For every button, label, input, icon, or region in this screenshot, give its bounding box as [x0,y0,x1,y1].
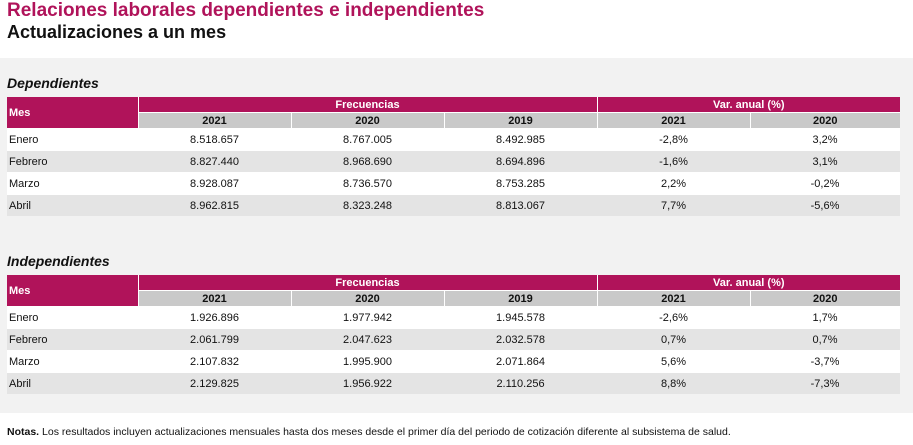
section-title: Independientes [7,253,110,269]
table-cell: -0,2% [750,172,900,195]
table-cell: 1.945.578 [444,306,597,329]
table-cell: 8.492.985 [444,128,597,151]
table-cell: 8.813.067 [444,194,597,216]
table-cell: 8.518.657 [138,128,291,151]
year-cell: 2021 [137,290,291,307]
table-row: Febrero 2.061.799 2.047.623 2.032.578 0,7% 0,… [7,328,900,351]
table-cell: 2,2% [597,172,750,195]
header-row: 2021 2020 2019 2021 2020 [7,290,900,307]
table-cell: 8.968.690 [291,150,444,173]
table-cell: -2,6% [597,306,750,329]
year-cell: 2020 [290,290,444,307]
table-body: Enero 8.518.657 8.767.005 8.492.985 -2,8% 3,2… [7,128,900,216]
year-cell: 2021 [596,112,750,129]
table-cell: Enero [7,306,138,329]
header-cell: Frecuencias [137,275,597,291]
table-cell: Abril [7,194,138,216]
table-cell: Abril [7,372,138,394]
table-cell: 1.977.942 [291,306,444,329]
table-cell: 0,7% [750,328,900,351]
table-cell: 8.323.248 [291,194,444,216]
subtitle: Actualizaciones a un mes [7,22,227,42]
table-cell: -1,6% [597,150,750,173]
table-cell: Enero [7,128,138,151]
header-row: Mes Frecuencias Var. anual (%) [7,97,900,129]
table-row: Enero 8.518.657 8.767.005 8.492.985 -2,8% 3,2… [7,128,900,151]
header-cell: Mes [7,97,138,129]
year-cell: 2021 [596,290,750,307]
section: Independientes Mes Frecuencias Var. anual (… [7,253,900,394]
table-cell: 3,2% [750,128,900,151]
table-cell: 2.107.832 [138,350,291,373]
header-row: 2021 2020 2019 2021 2020 [7,112,900,129]
table-cell: 0,7% [597,328,750,351]
table-cell: 1.956.922 [291,372,444,394]
table-cell: 2.047.623 [291,328,444,351]
header-cell: Var. anual (%) [596,275,900,291]
year-cell: 2019 [443,290,597,307]
notes-label: Notas. [7,426,40,438]
year-cell: 2020 [749,112,900,129]
table-cell: 3,1% [750,150,900,173]
table-cell: 8.962.815 [138,194,291,216]
year-cell: 2020 [749,290,900,307]
year-cell: 2021 [137,112,291,129]
table-cell: 1.995.900 [291,350,444,373]
table-row: Febrero 8.827.440 8.968.690 8.694.896 -1,6% 3… [7,150,900,173]
header-row: Mes Frecuencias Var. anual (%) [7,275,900,307]
table-row: Abril 2.129.825 1.956.922 2.110.256 8,8% -7,3… [7,372,900,394]
table-row: Enero 1.926.896 1.977.942 1.945.578 -2,6% 1,7… [7,306,900,329]
table: Mes Frecuencias Var. anual (%) 2021 2020 2019… [7,275,900,394]
table-cell: Febrero [7,328,138,351]
table-cell: Marzo [7,172,138,195]
year-cell: 2019 [443,112,597,129]
table-row: Marzo 8.928.087 8.736.570 8.753.285 2,2% -0,2… [7,172,900,195]
table-cell: Febrero [7,150,138,173]
table-cell: 8.753.285 [444,172,597,195]
table-cell: 8.694.896 [444,150,597,173]
table-cell: 1.926.896 [138,306,291,329]
notes-text: Los resultados incluyen actualizaciones … [42,426,731,438]
table-cell: 8.827.440 [138,150,291,173]
table-cell: 1,7% [750,306,900,329]
table-cell: 2.061.799 [138,328,291,351]
table-cell: 8.736.570 [291,172,444,195]
header-cell: Mes [7,275,138,307]
table-cell: -2,8% [597,128,750,151]
notes: Notas. Los resultados incluyen actualiza… [7,426,731,438]
table: Mes Frecuencias Var. anual (%) 2021 2020 2019… [7,97,900,216]
table-cell: 2.071.864 [444,350,597,373]
table-cell: 8.928.087 [138,172,291,195]
table-cell: 5,6% [597,350,750,373]
section-title: Dependientes [7,75,99,91]
year-cell: 2020 [290,112,444,129]
table-cell: Marzo [7,350,138,373]
table-body: Enero 1.926.896 1.977.942 1.945.578 -2,6% 1,7… [7,306,900,394]
section: Dependientes Mes Frecuencias Var. anual (%)… [7,75,900,216]
title: Relaciones laborales dependientes e inde… [7,0,485,21]
table-cell: 7,7% [597,194,750,216]
table-cell: -3,7% [750,350,900,373]
header-cell: Frecuencias [137,97,597,113]
table-cell: 2.032.578 [444,328,597,351]
table-cell: 2.110.256 [444,372,597,394]
table-cell: 2.129.825 [138,372,291,394]
header-cell: Var. anual (%) [596,97,900,113]
table-cell: -7,3% [750,372,900,394]
table-row: Marzo 2.107.832 1.995.900 2.071.864 5,6% -3,7… [7,350,900,373]
table-cell: 8.767.005 [291,128,444,151]
table-cell: 8,8% [597,372,750,394]
table-row: Abril 8.962.815 8.323.248 8.813.067 7,7% -5,6… [7,194,900,216]
table-cell: -5,6% [750,194,900,216]
